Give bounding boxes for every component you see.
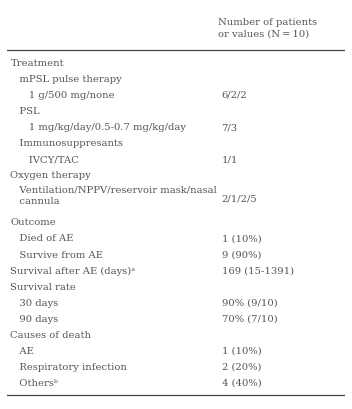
Text: Treatment: Treatment xyxy=(11,59,64,68)
Text: Causes of death: Causes of death xyxy=(11,330,92,339)
Text: 90% (9/10): 90% (9/10) xyxy=(222,299,277,308)
Text: 2/1/2/5: 2/1/2/5 xyxy=(222,195,257,204)
Text: 1 mg/kg/day/0.5-0.7 mg/kg/day: 1 mg/kg/day/0.5-0.7 mg/kg/day xyxy=(11,123,187,132)
Text: Ventilation/NPPV/reservoir mask/nasal
   cannula: Ventilation/NPPV/reservoir mask/nasal ca… xyxy=(11,185,217,206)
Text: Died of AE: Died of AE xyxy=(11,234,74,243)
Text: 70% (7/10): 70% (7/10) xyxy=(222,315,277,324)
Text: Oxygen therapy: Oxygen therapy xyxy=(11,171,91,180)
Text: 9 (90%): 9 (90%) xyxy=(222,250,261,259)
Text: Respiratory infection: Respiratory infection xyxy=(11,363,127,372)
Text: 1 g/500 mg/none: 1 g/500 mg/none xyxy=(11,91,115,100)
Text: 6/2/2: 6/2/2 xyxy=(222,91,247,100)
Text: 4 (40%): 4 (40%) xyxy=(222,379,262,388)
Text: Othersᵇ: Othersᵇ xyxy=(11,379,58,388)
Text: mPSL pulse therapy: mPSL pulse therapy xyxy=(11,75,122,84)
Text: 90 days: 90 days xyxy=(11,315,59,324)
Text: AE: AE xyxy=(11,347,34,356)
Text: Number of patients
or values (N = 10): Number of patients or values (N = 10) xyxy=(218,18,318,38)
Text: 7/3: 7/3 xyxy=(222,123,238,132)
Text: Outcome: Outcome xyxy=(11,218,56,227)
Text: 1 (10%): 1 (10%) xyxy=(222,234,262,243)
Text: Survival after AE (days)ᵃ: Survival after AE (days)ᵃ xyxy=(11,267,136,276)
Text: 1 (10%): 1 (10%) xyxy=(222,347,262,356)
Text: PSL: PSL xyxy=(11,107,40,116)
Text: 169 (15-1391): 169 (15-1391) xyxy=(222,267,294,276)
Text: 30 days: 30 days xyxy=(11,299,59,308)
Text: 1/1: 1/1 xyxy=(222,155,238,164)
Text: 2 (20%): 2 (20%) xyxy=(222,363,261,372)
Text: Immunosuppresants: Immunosuppresants xyxy=(11,139,124,148)
Text: Survive from AE: Survive from AE xyxy=(11,250,103,259)
Text: IVCY/TAC: IVCY/TAC xyxy=(11,155,79,164)
Text: Survival rate: Survival rate xyxy=(11,283,76,292)
